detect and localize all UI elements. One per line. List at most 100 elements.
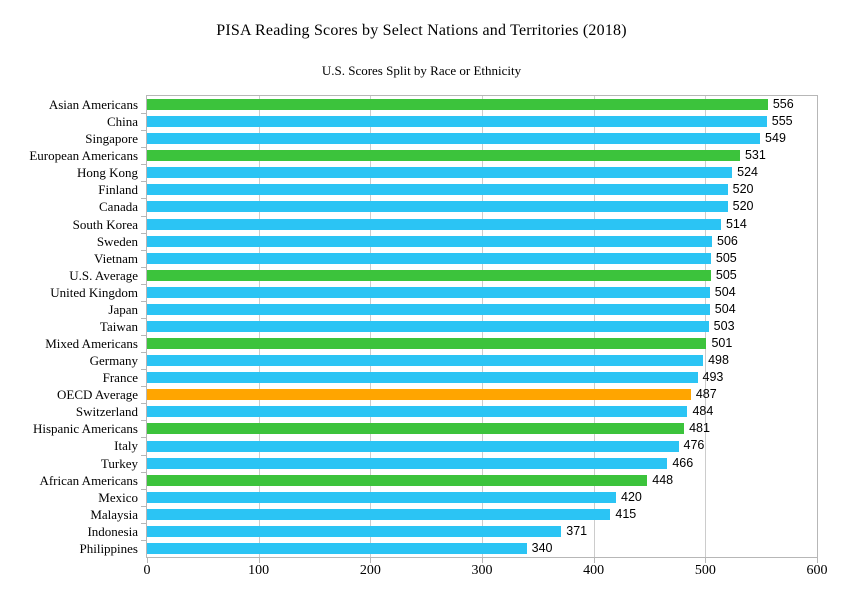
- category-label: Taiwan: [99, 318, 138, 334]
- value-label: 420: [621, 489, 642, 504]
- value-label: 505: [715, 250, 737, 265]
- value-label: 501: [711, 336, 733, 351]
- bar-south-korea: [147, 218, 721, 230]
- category-axis-tick: [141, 403, 146, 405]
- value-axis-tick: [817, 558, 818, 563]
- x-tick-label-0: 0: [143, 563, 151, 578]
- bar-hong-kong: [147, 167, 733, 179]
- bar-vietnam: [147, 252, 711, 264]
- category-axis-tick: [141, 522, 146, 524]
- value-label: 415: [615, 506, 637, 521]
- value-label: 340: [531, 540, 553, 555]
- x-tick-label-600: 600: [806, 563, 828, 578]
- value-label: 520: [732, 182, 754, 197]
- category-label: U.S. Average: [69, 267, 138, 283]
- value-label: 531: [744, 148, 766, 163]
- category-label: Canada: [99, 199, 138, 215]
- category-label: Mexico: [98, 489, 138, 505]
- category-axis-tick: [141, 249, 146, 251]
- category-axis-tick: [141, 352, 146, 354]
- bar-taiwan: [147, 321, 709, 332]
- value-label: 493: [702, 370, 724, 385]
- category-label: Turkey: [100, 455, 138, 471]
- chart-title: PISA Reading Scores by Select Nations an…: [216, 22, 627, 39]
- category-label: Mixed Americans: [45, 336, 138, 352]
- value-label: 481: [689, 421, 710, 436]
- category-label: African Americans: [39, 472, 138, 488]
- bar-turkey: [147, 457, 668, 469]
- x-tick-label-300: 300: [471, 563, 493, 578]
- value-label: 504: [714, 301, 736, 316]
- value-label: 466: [672, 455, 694, 470]
- value-label: 524: [737, 165, 758, 180]
- category-axis-tick: [141, 317, 146, 319]
- value-axis-tick: [705, 558, 707, 563]
- category-axis-tick: [141, 505, 146, 507]
- category-label: Indonesia: [87, 523, 138, 539]
- value-label: 514: [725, 216, 747, 231]
- category-label: OECD Average: [57, 387, 138, 403]
- value-label: 503: [713, 318, 735, 333]
- bar-canada: [147, 201, 728, 213]
- bar-finland: [147, 184, 728, 196]
- category-label: Switzerland: [75, 404, 138, 420]
- category-axis-tick: [141, 420, 146, 422]
- x-tick-label-200: 200: [359, 563, 381, 578]
- category-axis-tick: [141, 454, 146, 456]
- category-label: Japan: [108, 301, 138, 317]
- value-label: 498: [708, 353, 729, 368]
- category-label: Italy: [114, 438, 138, 454]
- category-label: Hispanic Americans: [32, 421, 138, 437]
- category-label: Philippines: [79, 540, 138, 556]
- plot-area: 556 555 549 531 524 520 520 514 506 505 505 504 504 5…: [146, 95, 818, 558]
- value-axis-tick: [370, 558, 372, 563]
- bar-oecd-average: [147, 389, 691, 401]
- category-label: Sweden: [96, 233, 138, 249]
- bar-france: [147, 372, 698, 384]
- bar-hispanic-americans: [147, 423, 685, 435]
- bar-asian-americans: [147, 99, 768, 111]
- category-label: Germany: [89, 353, 138, 369]
- category-axis-tick: [141, 369, 146, 371]
- bar-african-americans: [147, 474, 648, 486]
- value-axis-tick: [147, 558, 148, 563]
- bar-japan: [147, 303, 710, 315]
- value-label: 520: [732, 199, 754, 214]
- bar-mixed-americans: [147, 338, 707, 350]
- value-axis-tick: [593, 558, 595, 563]
- bar-switzerland: [147, 406, 688, 418]
- category-label: Asian Americans: [48, 97, 138, 112]
- category-label: Finland: [98, 182, 138, 198]
- value-label: 556: [772, 97, 794, 111]
- category-label: Malaysia: [90, 506, 138, 522]
- category-label: United Kingdom: [50, 284, 138, 300]
- chart-subtitle: U.S. Scores Split by Race or Ethnicity: [321, 63, 522, 78]
- category-axis-tick: [141, 113, 146, 115]
- category-axis-tick: [141, 539, 146, 541]
- x-tick-label-500: 500: [694, 563, 716, 578]
- value-label: 549: [765, 131, 786, 146]
- category-label: Hong Kong: [76, 165, 138, 181]
- bar-italy: [147, 440, 679, 452]
- category-axis-tick: [141, 181, 146, 183]
- category-label: China: [106, 114, 138, 130]
- category-axis-tick: [141, 232, 146, 234]
- bar-philippines: [147, 542, 527, 554]
- value-label: 505: [715, 267, 737, 282]
- bar-united-kingdom: [147, 286, 710, 298]
- x-tick-label-400: 400: [583, 563, 605, 578]
- bar-singapore: [147, 133, 761, 145]
- value-label: 448: [652, 472, 674, 487]
- value-axis-tick: [482, 558, 483, 563]
- category-label: France: [102, 370, 138, 386]
- category-axis-tick: [141, 164, 146, 166]
- category-axis-tick: [141, 300, 146, 302]
- bar-european-americans: [147, 150, 740, 162]
- value-label: 506: [717, 233, 738, 248]
- category-axis-tick: [141, 437, 146, 439]
- value-label: 555: [771, 114, 793, 129]
- category-axis-tick: [141, 130, 146, 132]
- category-axis-tick: [141, 386, 146, 388]
- category-label: South Korea: [72, 216, 138, 232]
